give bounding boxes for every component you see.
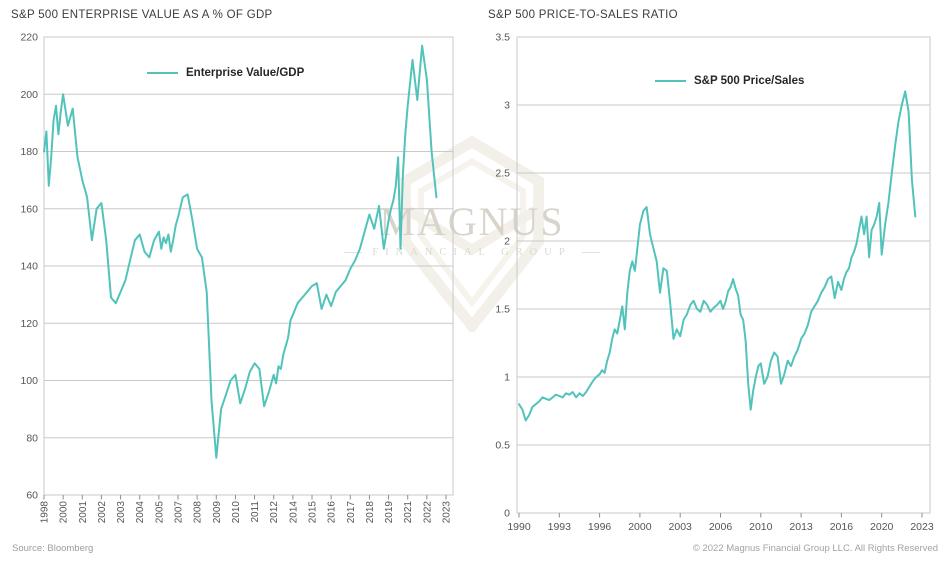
x-axis-label: 2016 — [327, 501, 338, 524]
x-axis-label: 2017 — [346, 501, 357, 524]
x-axis-label: 2013 — [789, 521, 813, 533]
watermark: MAGNUS FINANCIAL GROUP — [342, 128, 602, 343]
chart-title-price-sales: S&P 500 PRICE-TO-SALES RATIO — [488, 9, 678, 21]
y-axis-label: 3.5 — [495, 32, 510, 44]
series-line — [43, 44, 438, 459]
legend-line-icon — [655, 79, 686, 83]
y-axis-label: 180 — [20, 146, 38, 158]
x-axis-label: 1998 — [40, 501, 51, 524]
x-axis-label: 2015 — [308, 501, 319, 524]
x-axis-label: 2022 — [422, 501, 433, 524]
x-axis-label: 1990 — [507, 521, 531, 533]
watermark-shield-icon — [399, 136, 545, 332]
x-axis-label: 2014 — [288, 501, 299, 524]
x-axis-label: 2021 — [403, 501, 414, 524]
y-axis-label: 3 — [504, 100, 510, 112]
y-axis-label: 1 — [504, 372, 510, 384]
x-axis-label: 2005 — [154, 501, 165, 524]
x-axis-label: 2001 — [78, 501, 89, 524]
y-axis-label: 2.5 — [495, 168, 510, 180]
x-axis-label: 2003 — [116, 501, 127, 524]
watermark-rule-left — [344, 252, 363, 253]
watermark-subtitle: FINANCIAL GROUP — [372, 247, 572, 258]
x-axis-label: 2003 — [669, 521, 693, 533]
legend-line-icon — [147, 71, 178, 75]
watermark-subtitle-row: FINANCIAL GROUP — [342, 247, 602, 258]
x-axis-label: 2007 — [174, 501, 185, 524]
y-axis-label: 120 — [20, 318, 38, 330]
x-axis-label: 2006 — [709, 521, 733, 533]
x-axis-label: 2019 — [384, 501, 395, 524]
source-text: Source: Bloomberg — [12, 543, 94, 554]
x-axis-label: 2023 — [910, 521, 934, 533]
plot-border — [43, 36, 454, 496]
y-axis-label: 220 — [20, 32, 38, 44]
legend-ev-gdp: Enterprise Value/GDP — [147, 66, 304, 80]
x-axis-label: 2012 — [269, 501, 280, 524]
y-axis-label: 160 — [20, 203, 38, 215]
legend-label: S&P 500 Price/Sales — [694, 75, 805, 87]
x-axis-label: 2002 — [97, 501, 108, 524]
copyright-text: © 2022 Magnus Financial Group LLC. All R… — [692, 543, 938, 554]
x-axis-label: 2010 — [231, 501, 242, 524]
x-axis-label: 2011 — [250, 501, 261, 523]
x-axis-label: 2018 — [365, 501, 376, 524]
x-axis-label: 2009 — [212, 501, 223, 524]
x-axis-label: 1996 — [588, 521, 612, 533]
x-axis-label: 2023 — [442, 501, 453, 524]
y-axis-label: 60 — [26, 490, 38, 502]
y-axis-label: 0 — [504, 508, 510, 520]
x-axis-label: 2000 — [628, 521, 652, 533]
y-axis-label: 2 — [504, 236, 510, 248]
x-axis-label: 2016 — [830, 521, 854, 533]
watermark-rule-right — [581, 252, 600, 253]
x-axis-label: 2010 — [749, 521, 773, 533]
y-axis-label: 200 — [20, 89, 38, 101]
watermark-name: MAGNUS — [379, 199, 565, 244]
legend-label: Enterprise Value/GDP — [186, 67, 305, 79]
plot-border — [516, 36, 931, 514]
y-axis-label: 0.5 — [495, 440, 510, 452]
x-axis-label: 2000 — [59, 501, 70, 524]
x-axis-label: 1993 — [548, 521, 572, 533]
legend-price-sales: S&P 500 Price/Sales — [655, 74, 804, 88]
y-axis-label: 80 — [26, 432, 38, 444]
chart-title-ev-gdp: S&P 500 ENTERPRISE VALUE AS A % OF GDP — [11, 9, 273, 21]
x-axis-label: 2008 — [193, 501, 204, 524]
y-axis-label: 140 — [20, 261, 38, 273]
y-axis-label: 1.5 — [495, 304, 510, 316]
x-axis-label: 2020 — [870, 521, 894, 533]
series-line — [518, 90, 917, 422]
y-axis-label: 100 — [20, 375, 38, 387]
x-axis-label: 2004 — [135, 501, 146, 524]
